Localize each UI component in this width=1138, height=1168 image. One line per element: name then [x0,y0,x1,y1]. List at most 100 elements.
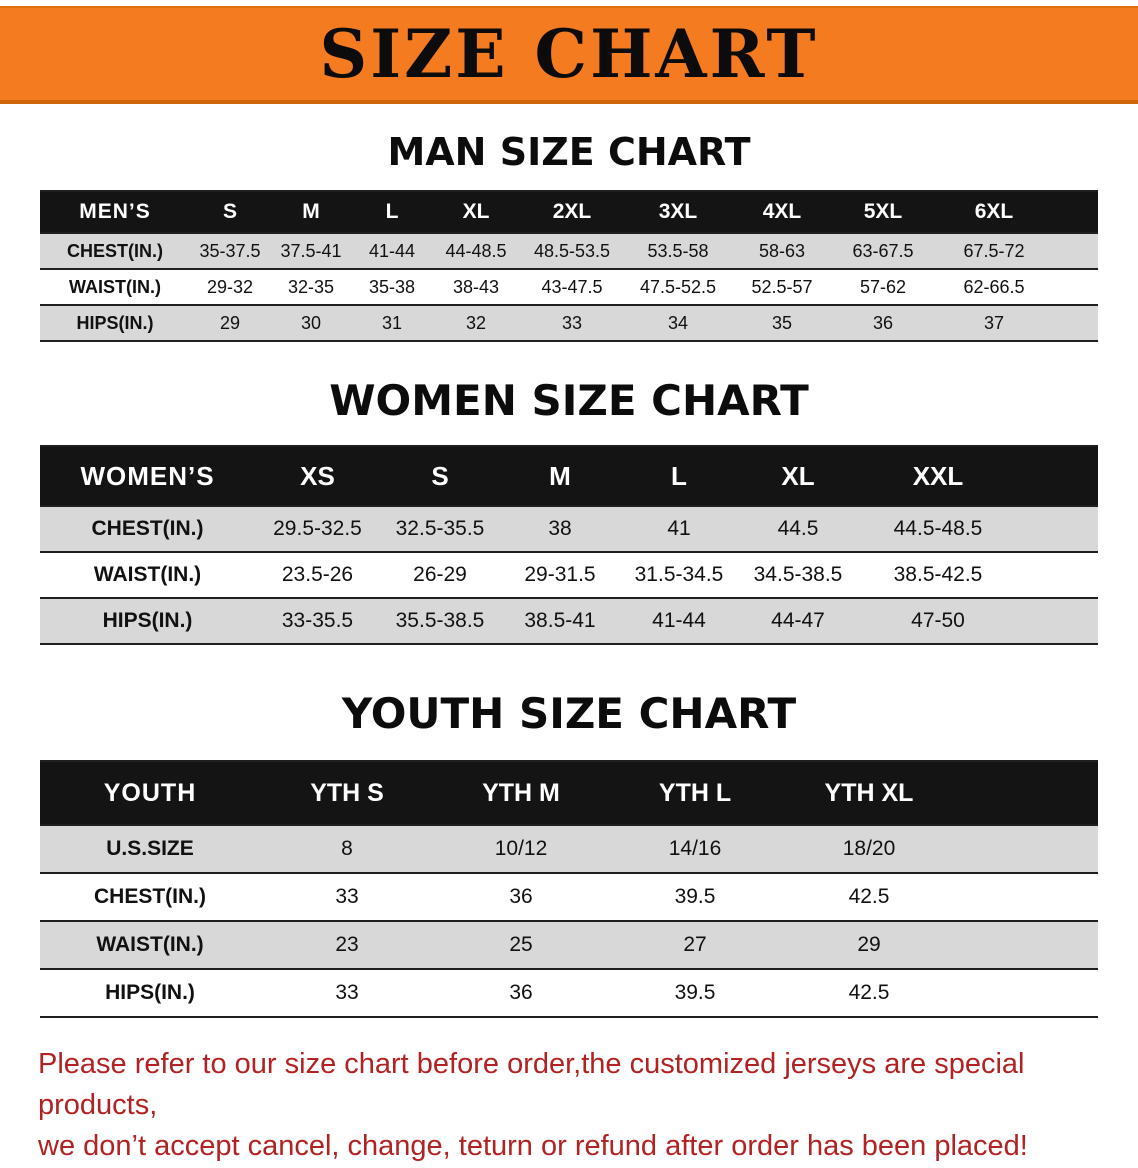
size-cell: 32-35 [270,268,352,306]
size-cell: 47-50 [858,597,1018,645]
size-cell: 38.5-42.5 [858,551,1018,599]
size-cell: 48.5-53.5 [520,232,624,270]
size-cell: 37 [934,304,1054,342]
filler-cell [956,872,1098,922]
women-table-title: WOMEN’S [40,445,255,507]
size-cell: 29-32 [190,268,270,306]
table-row: WAIST(IN.) 29-32 32-35 35-38 38-43 43-47… [40,268,1098,306]
size-cell: 52.5-57 [732,268,832,306]
size-cell: 34.5-38.5 [738,551,858,599]
size-cell: 63-67.5 [832,232,934,270]
filler-cell [956,968,1098,1018]
size-col-header: 5XL [832,190,934,234]
size-col-header: XS [255,445,380,507]
size-cell: 41-44 [352,232,432,270]
table-row: HIPS(IN.) 33 36 39.5 42.5 [40,968,1098,1018]
youth-table-title: YOUTH [40,760,260,826]
row-label: CHEST(IN.) [40,232,190,270]
size-col-header: 6XL [934,190,1054,234]
filler-cell [1018,505,1098,553]
women-table-header-row: WOMEN’S XS S M L XL XXL [40,445,1098,507]
size-cell: 44-48.5 [432,232,520,270]
size-col-header: L [352,190,432,234]
size-cell: 34 [624,304,732,342]
size-cell: 29 [190,304,270,342]
men-table-header-row: MEN’S S M L XL 2XL 3XL 4XL 5XL 6XL [40,190,1098,234]
youth-size-table: YOUTH YTH S YTH M YTH L YTH XL U.S.SIZE … [40,760,1098,1018]
table-row: WAIST(IN.) 23.5-26 26-29 29-31.5 31.5-34… [40,551,1098,599]
size-col-header: 3XL [624,190,732,234]
size-cell: 8 [260,824,434,874]
filler-cell [1018,551,1098,599]
size-cell: 30 [270,304,352,342]
row-label: WAIST(IN.) [40,551,255,599]
size-cell: 53.5-58 [624,232,732,270]
men-size-table: MEN’S S M L XL 2XL 3XL 4XL 5XL 6XL CHEST… [40,190,1098,342]
table-row: WAIST(IN.) 23 25 27 29 [40,920,1098,970]
row-label: CHEST(IN.) [40,505,255,553]
row-label: HIPS(IN.) [40,968,260,1018]
size-col-header: S [190,190,270,234]
size-cell: 38-43 [432,268,520,306]
size-cell: 39.5 [608,872,782,922]
page-title: SIZE CHART [319,15,819,93]
size-cell: 41 [620,505,738,553]
row-label: WAIST(IN.) [40,920,260,970]
size-col-header: YTH S [260,760,434,826]
size-cell: 35-38 [352,268,432,306]
size-cell: 35 [732,304,832,342]
size-cell: 62-66.5 [934,268,1054,306]
size-col-header: YTH XL [782,760,956,826]
size-col-header: S [380,445,500,507]
size-cell: 36 [832,304,934,342]
size-cell: 44.5 [738,505,858,553]
filler-cell [1054,268,1098,306]
size-cell: 29.5-32.5 [255,505,380,553]
size-cell: 44.5-48.5 [858,505,1018,553]
size-cell: 29-31.5 [500,551,620,599]
table-row: CHEST(IN.) 33 36 39.5 42.5 [40,872,1098,922]
size-cell: 32.5-35.5 [380,505,500,553]
filler-cell [1054,304,1098,342]
size-cell: 43-47.5 [520,268,624,306]
size-cell: 10/12 [434,824,608,874]
youth-table-header-row: YOUTH YTH S YTH M YTH L YTH XL [40,760,1098,826]
size-cell: 42.5 [782,968,956,1018]
size-cell: 14/16 [608,824,782,874]
size-cell: 23.5-26 [255,551,380,599]
size-cell: 39.5 [608,968,782,1018]
row-label: U.S.SIZE [40,824,260,874]
size-cell: 33 [520,304,624,342]
size-cell: 35-37.5 [190,232,270,270]
size-cell: 32 [432,304,520,342]
disclaimer-note: Please refer to our size chart before or… [38,1044,1100,1168]
filler-cell [1054,232,1098,270]
women-size-table: WOMEN’S XS S M L XL XXL CHEST(IN.) 29.5-… [40,445,1098,645]
table-row: CHEST(IN.) 35-37.5 37.5-41 41-44 44-48.5… [40,232,1098,270]
table-row: U.S.SIZE 8 10/12 14/16 18/20 [40,824,1098,874]
size-col-header: XL [738,445,858,507]
size-cell: 42.5 [782,872,956,922]
table-row: CHEST(IN.) 29.5-32.5 32.5-35.5 38 41 44.… [40,505,1098,553]
table-row: HIPS(IN.) 33-35.5 35.5-38.5 38.5-41 41-4… [40,597,1098,645]
filler-cell [956,824,1098,874]
size-cell: 18/20 [782,824,956,874]
table-row: HIPS(IN.) 29 30 31 32 33 34 35 36 37 [40,304,1098,342]
size-cell: 23 [260,920,434,970]
row-label: WAIST(IN.) [40,268,190,306]
size-cell: 33 [260,968,434,1018]
size-cell: 33 [260,872,434,922]
size-col-header: YTH L [608,760,782,826]
row-label: CHEST(IN.) [40,872,260,922]
size-cell: 36 [434,872,608,922]
size-cell: 25 [434,920,608,970]
filler-cell [956,920,1098,970]
size-cell: 47.5-52.5 [624,268,732,306]
filler-cell [1054,190,1098,234]
size-cell: 29 [782,920,956,970]
size-cell: 44-47 [738,597,858,645]
filler-cell [1018,597,1098,645]
size-col-header: XL [432,190,520,234]
youth-section-heading: YOUTH SIZE CHART [341,689,797,738]
disclaimer-line-1: Please refer to our size chart before or… [38,1048,1025,1122]
